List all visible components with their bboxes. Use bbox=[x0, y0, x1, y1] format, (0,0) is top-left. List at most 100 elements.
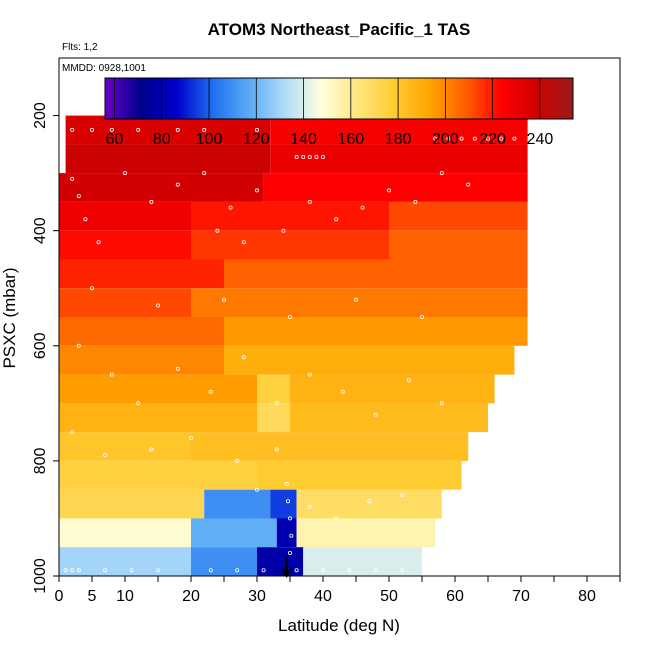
y-tick-label: 1000 bbox=[32, 558, 49, 594]
colorbar-tick-label: 80 bbox=[153, 131, 171, 148]
track-point bbox=[287, 551, 292, 556]
track-point bbox=[284, 481, 289, 486]
track-point bbox=[90, 127, 95, 132]
y-tick-label: 800 bbox=[32, 447, 49, 474]
track-point bbox=[241, 240, 246, 245]
track-point bbox=[175, 127, 180, 132]
track-point bbox=[307, 154, 312, 159]
track-point bbox=[109, 127, 114, 132]
track-point bbox=[70, 176, 75, 181]
colorbar-tick-label: 180 bbox=[385, 131, 412, 148]
track-point bbox=[202, 171, 207, 176]
heatmap-cell bbox=[270, 489, 297, 519]
y-tick-label: 600 bbox=[32, 332, 49, 359]
track-point bbox=[287, 516, 292, 521]
heatmap-cell bbox=[59, 173, 264, 202]
track-point bbox=[63, 568, 68, 573]
track-point bbox=[439, 401, 444, 406]
track-point bbox=[76, 194, 81, 199]
track-point bbox=[254, 127, 259, 132]
track-point bbox=[406, 378, 411, 383]
track-point bbox=[241, 355, 246, 360]
heatmap-cell bbox=[59, 317, 224, 346]
flights-note: Flts: 1,2 bbox=[62, 42, 98, 53]
heatmap-cell bbox=[59, 460, 257, 490]
track-point bbox=[96, 240, 101, 245]
x-axis: 0 5 10 20 30 40 50 60 70 80 bbox=[55, 575, 621, 605]
track-point bbox=[261, 568, 266, 573]
x-tick-label: 50 bbox=[380, 588, 398, 605]
x-tick-label: 5 bbox=[88, 588, 97, 605]
heatmap-cell bbox=[276, 518, 297, 548]
colorbar-tick-label: 220 bbox=[479, 131, 506, 148]
colorbar-tick-label: 140 bbox=[290, 131, 317, 148]
heatmap-cell bbox=[389, 230, 528, 260]
x-tick-label: 60 bbox=[446, 588, 464, 605]
heatmap-cell bbox=[389, 201, 528, 231]
track-point bbox=[155, 303, 160, 308]
heatmap-cell bbox=[290, 374, 495, 404]
heatmap-cell bbox=[257, 374, 290, 404]
y-tick-label: 400 bbox=[32, 217, 49, 244]
track-point bbox=[281, 228, 286, 233]
heatmap-cell bbox=[59, 345, 224, 375]
heatmap-cell bbox=[191, 230, 389, 260]
track-point bbox=[274, 401, 279, 406]
date-note: MMDD: 0928,1001 bbox=[62, 63, 146, 74]
track-point bbox=[367, 499, 372, 504]
y-tick-label: 200 bbox=[32, 102, 49, 129]
heatmap-cell bbox=[59, 374, 257, 404]
colorbar-tick-label: 120 bbox=[243, 131, 270, 148]
colorbar: 60 80 100 120 140 160 180 200 220 240 bbox=[104, 77, 574, 148]
colorbar-tick-label: 200 bbox=[432, 131, 459, 148]
y-axis-label: PSXC (mbar) bbox=[0, 267, 19, 368]
x-tick-label: 0 bbox=[55, 588, 64, 605]
track-point bbox=[83, 217, 88, 222]
heatmap-cell bbox=[204, 489, 271, 519]
colorbar-tick-label: 100 bbox=[196, 131, 223, 148]
heatmap-cell bbox=[65, 115, 271, 145]
colorbar-tick-label: 60 bbox=[106, 131, 124, 148]
y-axis: 200 400 600 800 1000 bbox=[32, 58, 60, 594]
track-point bbox=[386, 188, 391, 193]
track-point bbox=[136, 127, 141, 132]
track-point bbox=[254, 487, 259, 492]
track-point bbox=[76, 568, 81, 573]
track-point bbox=[439, 171, 444, 176]
heatmap-cell bbox=[191, 288, 528, 317]
heatmap-cell bbox=[59, 288, 191, 317]
heatmap-cell bbox=[224, 317, 528, 346]
track-point bbox=[228, 205, 233, 210]
x-tick-label: 40 bbox=[314, 588, 332, 605]
heatmap-cell bbox=[263, 173, 528, 202]
colorbar-gradient bbox=[104, 77, 574, 120]
heatmap-cell bbox=[65, 144, 271, 174]
colorbar-tick-label: 160 bbox=[337, 131, 364, 148]
track-point bbox=[103, 568, 108, 573]
track-point bbox=[413, 199, 418, 204]
x-tick-label: 70 bbox=[512, 588, 530, 605]
track-point bbox=[373, 568, 378, 573]
track-point bbox=[208, 568, 213, 573]
track-point bbox=[294, 568, 299, 573]
track-point bbox=[314, 154, 319, 159]
track-point bbox=[512, 136, 517, 141]
heatmap-cell bbox=[290, 403, 488, 433]
heatmap-cell bbox=[191, 432, 469, 461]
x-tick-label: 30 bbox=[248, 588, 266, 605]
track-point bbox=[499, 136, 504, 141]
track-point bbox=[149, 199, 154, 204]
heatmap-cell bbox=[59, 547, 191, 576]
track-point bbox=[70, 430, 75, 435]
track-point bbox=[175, 182, 180, 187]
heatmap-cell bbox=[224, 259, 528, 289]
chart-title: ATOM3 Northeast_Pacific_1 TAS bbox=[208, 20, 471, 39]
track-point bbox=[353, 297, 358, 302]
heatmap-cell bbox=[303, 547, 422, 576]
x-tick-label: 10 bbox=[116, 588, 134, 605]
track-point bbox=[472, 136, 477, 141]
track-point bbox=[466, 182, 471, 187]
track-point bbox=[334, 516, 339, 521]
